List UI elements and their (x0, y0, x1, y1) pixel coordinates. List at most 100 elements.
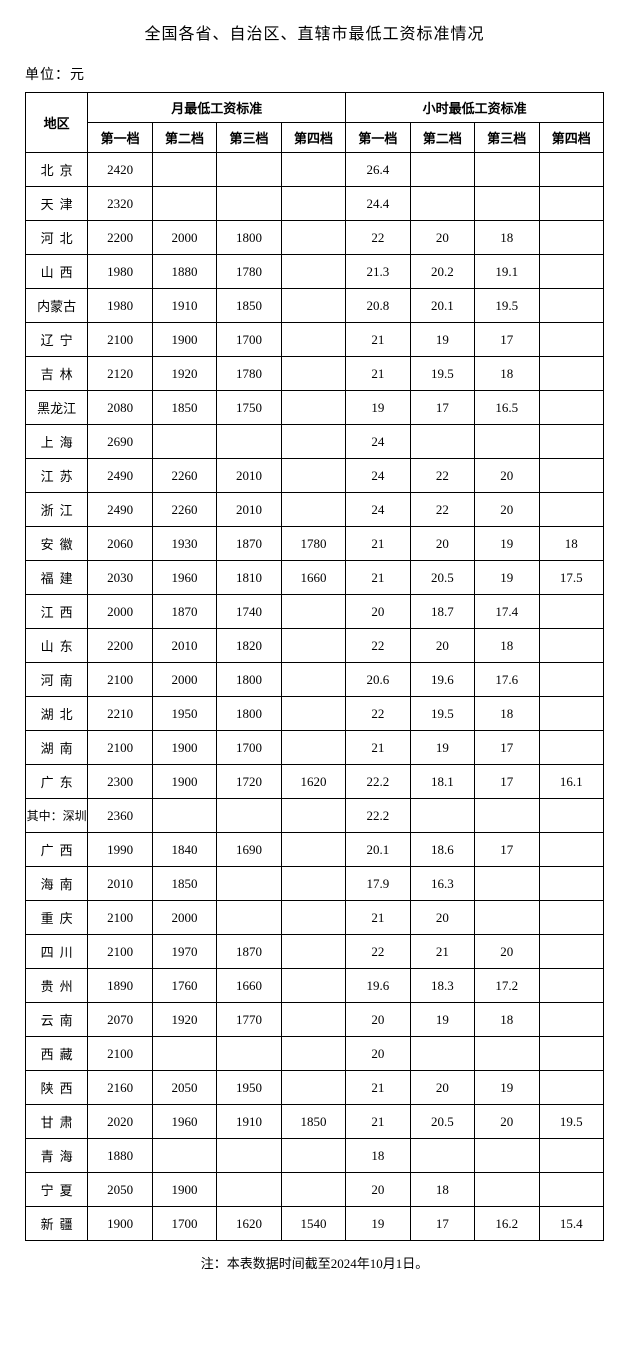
cell-h1: 22 (346, 697, 410, 731)
cell-h2 (410, 425, 474, 459)
table-row: 安徽206019301870178021201918 (26, 527, 604, 561)
cell-h2: 19.5 (410, 357, 474, 391)
wage-table: 地区 月最低工资标准 小时最低工资标准 第一档 第二档 第三档 第四档 第一档 … (25, 92, 604, 1241)
cell-m1: 2210 (88, 697, 152, 731)
cell-h3 (475, 799, 539, 833)
cell-h3: 18 (475, 221, 539, 255)
cell-m3: 1810 (217, 561, 281, 595)
cell-m1: 1900 (88, 1207, 152, 1241)
cell-m4 (281, 1037, 345, 1071)
cell-m4 (281, 1173, 345, 1207)
cell-region: 福建 (26, 561, 88, 595)
footer-note: 注：本表数据时间截至2024年10月1日。 (25, 1253, 604, 1272)
cell-region: 贵州 (26, 969, 88, 1003)
cell-h1: 19 (346, 1207, 410, 1241)
cell-h2: 22 (410, 493, 474, 527)
cell-region: 宁夏 (26, 1173, 88, 1207)
cell-h4 (539, 221, 603, 255)
cell-h1: 20 (346, 595, 410, 629)
cell-h3 (475, 867, 539, 901)
cell-m3: 1690 (217, 833, 281, 867)
cell-h4 (539, 357, 603, 391)
cell-region: 云南 (26, 1003, 88, 1037)
cell-m1: 2120 (88, 357, 152, 391)
cell-m2: 1930 (152, 527, 216, 561)
cell-region: 湖北 (26, 697, 88, 731)
cell-m2: 2050 (152, 1071, 216, 1105)
cell-region: 新疆 (26, 1207, 88, 1241)
table-row: 湖南210019001700211917 (26, 731, 604, 765)
cell-region: 甘肃 (26, 1105, 88, 1139)
cell-h3: 17.4 (475, 595, 539, 629)
cell-h3: 19 (475, 1071, 539, 1105)
cell-m2: 2260 (152, 493, 216, 527)
cell-h2 (410, 1037, 474, 1071)
cell-region: 青海 (26, 1139, 88, 1173)
cell-region: 西藏 (26, 1037, 88, 1071)
cell-m1: 2100 (88, 731, 152, 765)
table-row: 河北220020001800222018 (26, 221, 604, 255)
cell-m3 (217, 867, 281, 901)
cell-h2: 19.6 (410, 663, 474, 697)
cell-h4: 15.4 (539, 1207, 603, 1241)
cell-h4 (539, 391, 603, 425)
cell-m1: 2100 (88, 935, 152, 969)
cell-m2: 2010 (152, 629, 216, 663)
cell-m4 (281, 731, 345, 765)
table-row: 广东230019001720162022.218.11716.1 (26, 765, 604, 799)
page-title: 全国各省、自治区、直辖市最低工资标准情况 (25, 20, 604, 44)
cell-h3: 20 (475, 935, 539, 969)
cell-m1: 2060 (88, 527, 152, 561)
header-m-tier1: 第一档 (88, 123, 152, 153)
cell-m1: 2100 (88, 1037, 152, 1071)
cell-h1: 20.8 (346, 289, 410, 323)
cell-h4 (539, 187, 603, 221)
cell-m1: 2000 (88, 595, 152, 629)
table-row: 新疆1900170016201540191716.215.4 (26, 1207, 604, 1241)
cell-h2: 20 (410, 901, 474, 935)
cell-m3: 1910 (217, 1105, 281, 1139)
cell-m2: 1870 (152, 595, 216, 629)
table-row: 江苏249022602010242220 (26, 459, 604, 493)
cell-h2: 20 (410, 629, 474, 663)
cell-m2: 1970 (152, 935, 216, 969)
cell-m3: 1800 (217, 663, 281, 697)
cell-h2: 18.7 (410, 595, 474, 629)
cell-h4 (539, 697, 603, 731)
cell-h1: 20 (346, 1173, 410, 1207)
cell-m3: 1870 (217, 935, 281, 969)
cell-h4 (539, 663, 603, 697)
cell-m4 (281, 391, 345, 425)
cell-h1: 19 (346, 391, 410, 425)
cell-m1: 2030 (88, 561, 152, 595)
cell-h2: 20.1 (410, 289, 474, 323)
cell-m3 (217, 1139, 281, 1173)
cell-h4 (539, 867, 603, 901)
cell-m2: 1850 (152, 867, 216, 901)
cell-region: 广东 (26, 765, 88, 799)
cell-h1: 21 (346, 561, 410, 595)
cell-m4 (281, 935, 345, 969)
cell-h4 (539, 1071, 603, 1105)
cell-m3: 2010 (217, 493, 281, 527)
cell-m2 (152, 187, 216, 221)
cell-h2: 22 (410, 459, 474, 493)
cell-m2: 2000 (152, 663, 216, 697)
cell-m4 (281, 1071, 345, 1105)
cell-h3: 17.6 (475, 663, 539, 697)
cell-m3 (217, 799, 281, 833)
cell-m2 (152, 1139, 216, 1173)
cell-h2: 19.5 (410, 697, 474, 731)
cell-h1: 24 (346, 493, 410, 527)
cell-h4 (539, 289, 603, 323)
cell-h1: 21 (346, 323, 410, 357)
cell-h1: 22 (346, 935, 410, 969)
cell-m1: 2160 (88, 1071, 152, 1105)
cell-m1: 2490 (88, 459, 152, 493)
cell-h2: 17 (410, 1207, 474, 1241)
table-row: 福建20301960181016602120.51917.5 (26, 561, 604, 595)
cell-h4 (539, 833, 603, 867)
cell-h3: 19.1 (475, 255, 539, 289)
cell-h4 (539, 255, 603, 289)
cell-h3: 18 (475, 697, 539, 731)
